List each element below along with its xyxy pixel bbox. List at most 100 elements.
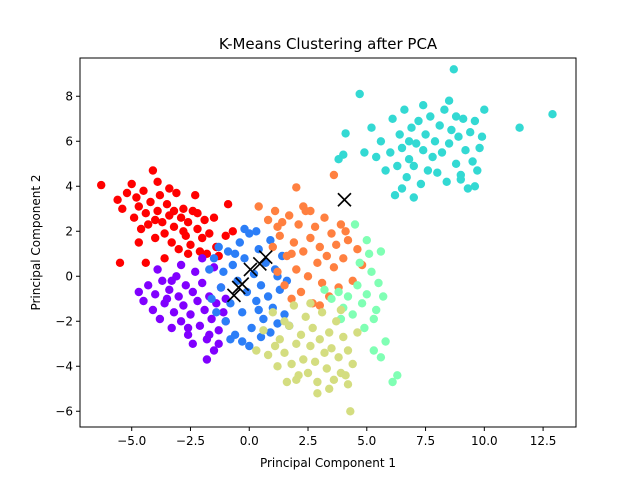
data-point xyxy=(179,227,188,236)
data-point xyxy=(200,215,209,225)
data-point xyxy=(165,184,174,193)
data-point xyxy=(254,202,263,211)
data-point xyxy=(320,213,329,222)
data-point xyxy=(153,206,162,216)
data-point xyxy=(292,375,301,384)
data-point xyxy=(223,247,233,256)
data-point xyxy=(388,377,397,387)
data-point xyxy=(207,314,216,324)
data-point xyxy=(266,236,275,245)
data-point xyxy=(355,258,364,267)
data-point xyxy=(252,296,261,306)
data-point xyxy=(292,265,301,274)
data-point xyxy=(313,389,322,398)
data-point xyxy=(205,330,214,339)
data-point xyxy=(160,229,169,238)
data-point xyxy=(139,186,148,195)
data-point xyxy=(296,287,306,297)
x-tick-label: 2.5 xyxy=(298,434,317,448)
data-point xyxy=(325,384,334,393)
data-point xyxy=(151,290,160,299)
data-point xyxy=(263,350,273,360)
data-point xyxy=(329,170,339,180)
data-point xyxy=(454,132,463,141)
y-tick-label: −2 xyxy=(55,314,73,328)
data-point xyxy=(214,339,223,348)
data-point xyxy=(226,335,235,344)
data-point xyxy=(442,177,451,186)
data-point xyxy=(449,65,458,74)
data-point xyxy=(400,105,409,114)
data-point xyxy=(174,245,183,254)
data-point xyxy=(341,129,350,138)
data-point xyxy=(292,339,301,348)
data-point xyxy=(353,245,362,254)
data-point xyxy=(334,353,343,362)
data-point xyxy=(256,332,266,342)
data-point xyxy=(548,110,557,119)
chart-title: K-Means Clustering after PCA xyxy=(219,35,438,53)
data-point xyxy=(176,260,186,270)
data-point xyxy=(477,132,487,141)
data-point xyxy=(136,224,146,234)
data-point xyxy=(381,337,390,346)
y-axis-ticks: −6 −4 −2 0 2 4 6 8 xyxy=(55,89,80,418)
data-point xyxy=(285,211,294,220)
data-point xyxy=(299,202,308,211)
data-point xyxy=(327,344,336,353)
data-point xyxy=(470,182,480,191)
data-point xyxy=(263,215,273,225)
data-point xyxy=(172,188,181,198)
data-point xyxy=(270,341,280,351)
data-point xyxy=(315,335,324,344)
data-point xyxy=(183,249,193,258)
data-point xyxy=(275,231,284,240)
data-point xyxy=(343,236,353,245)
data-point xyxy=(306,341,315,351)
data-point xyxy=(223,200,233,209)
x-axis-label: Principal Component 1 xyxy=(260,456,396,470)
data-point xyxy=(181,281,190,290)
data-point xyxy=(230,249,240,258)
data-point xyxy=(459,114,468,124)
data-point xyxy=(461,146,470,155)
data-point xyxy=(134,202,143,211)
data-point xyxy=(437,148,447,157)
data-point xyxy=(306,299,315,308)
data-point xyxy=(221,231,230,240)
data-point xyxy=(193,296,202,306)
x-tick-label: 12.5 xyxy=(530,434,557,448)
data-point xyxy=(160,254,169,263)
data-point xyxy=(280,281,289,290)
x-tick-label: 0.0 xyxy=(240,434,259,448)
y-tick-label: −4 xyxy=(55,359,73,373)
data-point xyxy=(176,317,186,326)
data-point xyxy=(270,206,280,216)
data-point xyxy=(144,220,153,229)
data-point xyxy=(372,305,381,315)
data-point xyxy=(374,278,383,288)
data-point xyxy=(219,308,228,317)
data-point xyxy=(162,294,172,303)
data-point xyxy=(169,308,179,317)
data-point xyxy=(355,89,364,99)
data-point xyxy=(209,213,219,222)
data-point xyxy=(407,123,416,132)
data-point xyxy=(122,188,132,198)
data-point xyxy=(289,238,299,247)
data-point xyxy=(339,150,348,159)
data-point xyxy=(402,173,411,182)
data-point xyxy=(280,310,289,319)
data-point xyxy=(153,265,162,274)
x-tick-label: 10.0 xyxy=(471,434,498,448)
data-point xyxy=(238,308,247,317)
data-point xyxy=(329,375,339,384)
data-point xyxy=(141,258,150,267)
data-point xyxy=(273,362,282,371)
data-point xyxy=(169,222,179,231)
data-point xyxy=(219,267,228,276)
data-point xyxy=(360,323,369,333)
data-point xyxy=(329,263,339,272)
data-point xyxy=(317,278,327,288)
data-point xyxy=(148,166,158,175)
